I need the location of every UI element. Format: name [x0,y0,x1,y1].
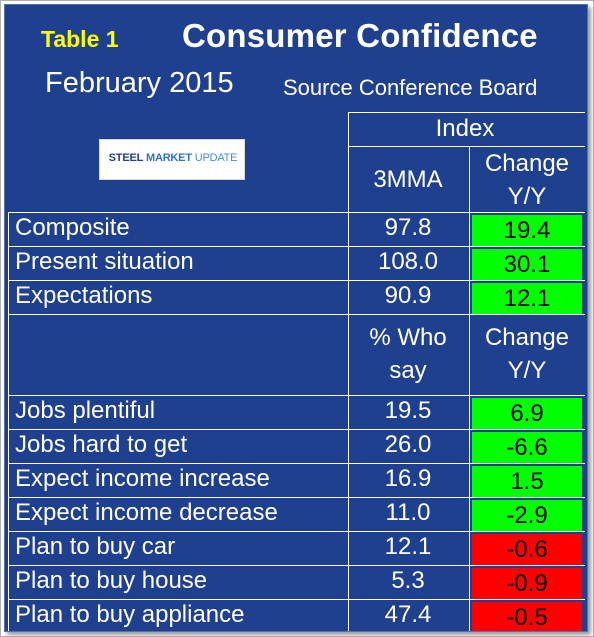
index-header: Index [435,115,495,142]
survey-row-change: -0.5 [472,602,582,631]
table-label: Table 1 [41,26,119,52]
survey-row-change: -0.6 [472,534,582,565]
survey-row-value: 47.4 [384,601,432,628]
survey-row-change: -0.9 [472,568,582,599]
survey-row-label: Expect income decrease [15,499,278,526]
grid-line [8,599,585,600]
survey-row-value: 16.9 [384,465,432,492]
index-value-header: 3MMA [373,166,443,193]
consumer-confidence-table: Table 1 Consumer Confidence February 201… [4,4,588,632]
pct-header-line2: say [389,357,427,384]
logo-update: UPDATE [194,152,238,164]
grid-line [8,212,585,213]
grid-line [8,395,585,396]
grid-line [8,212,9,631]
index-row-label: Expectations [15,282,153,309]
survey-row-label: Plan to buy car [15,533,176,560]
survey-row-label: Jobs plentiful [15,397,156,424]
index-row-change: 19.4 [472,215,582,246]
pct-header-line1: % Who [369,324,447,351]
steel-market-update-logo: STEEL MARKET UPDATE [99,139,245,180]
index-row-change: 30.1 [472,249,582,280]
grid-line [8,314,585,315]
source-note: Source Conference Board [283,75,538,100]
survey-row-value: 11.0 [385,499,431,526]
survey-change-header-line1: Change [484,324,570,351]
survey-row-value: 5.3 [391,567,425,594]
survey-row-change: 1.5 [472,466,582,497]
index-row-value: 108.0 [377,248,439,275]
index-row-label: Present situation [15,248,194,275]
logo-market: MARKET [145,152,192,164]
grid-line [8,280,585,281]
grid-line [8,463,585,464]
grid-line [348,112,585,113]
grid-line [8,497,585,498]
index-change-header-line1: Change [484,150,570,177]
grid-line [8,246,585,247]
survey-row-value: 19.5 [384,397,432,424]
grid-line [8,531,585,532]
grid-line [348,146,585,147]
logo-steel: STEEL [108,152,144,164]
survey-row-label: Plan to buy house [15,567,208,594]
survey-row-label: Expect income increase [15,465,270,492]
index-row-change: 12.1 [472,283,582,314]
survey-change-header-line2: Y/Y [507,357,547,384]
grid-line [469,146,470,631]
survey-row-change: -2.9 [472,500,582,531]
survey-row-value: 12.1 [384,533,432,560]
survey-row-label: Plan to buy appliance [15,601,245,628]
grid-line [8,565,585,566]
index-row-label: Composite [15,214,130,241]
logo-text: STEEL MARKET UPDATE [103,152,243,164]
index-change-header-line2: Y/Y [507,183,547,210]
table-subtitle: February 2015 [45,67,234,99]
survey-row-value: 26.0 [384,431,432,458]
grid-line [348,112,349,631]
survey-row-change: -6.6 [472,432,582,463]
index-row-value: 97.8 [384,214,432,241]
index-row-value: 90.9 [384,282,432,309]
grid-line [8,429,585,430]
table-title: Consumer Confidence [182,17,538,54]
survey-row-label: Jobs hard to get [15,431,188,458]
survey-row-change: 6.9 [472,398,582,429]
